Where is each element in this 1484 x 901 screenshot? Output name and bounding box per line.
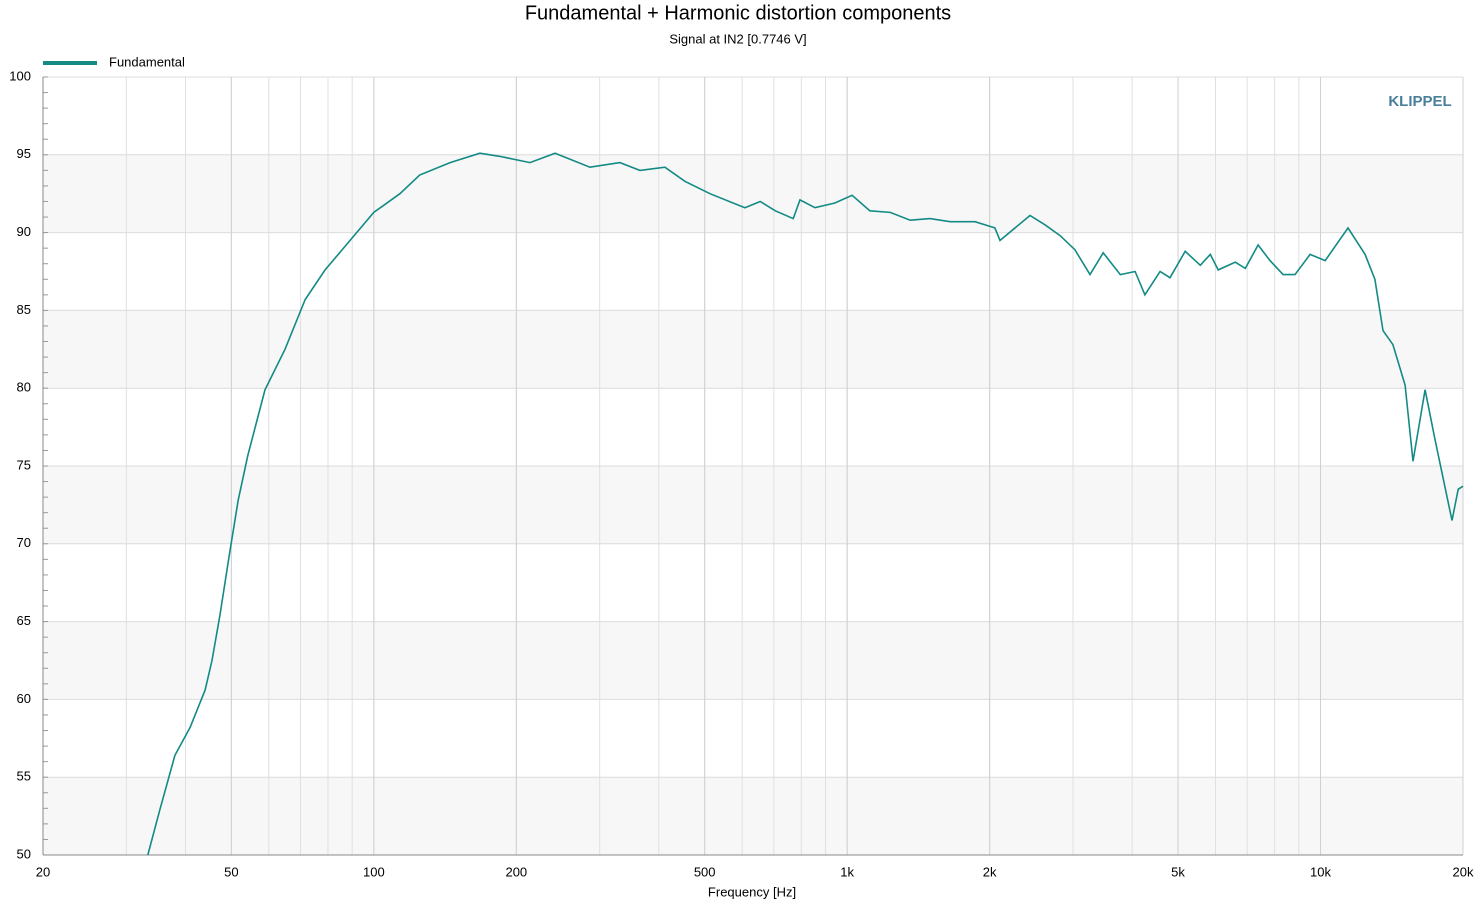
x-tick-label: 20k [1453,864,1474,879]
x-tick-label: 10k [1310,864,1331,879]
y-tick-label: 80 [17,380,31,395]
y-tick-label: 75 [17,457,31,472]
y-tick-label: 70 [17,535,31,550]
grid-band [43,466,1463,544]
x-tick-label: 20 [36,864,50,879]
x-tick-label: 1k [840,864,854,879]
chart-subtitle: Signal at IN2 [0.7746 V] [669,31,806,46]
y-tick-label: 85 [17,302,31,317]
grid-band [43,621,1463,700]
y-tick-label: 90 [17,224,31,239]
y-tick-label: 100 [9,68,31,83]
grid-band [43,154,1463,233]
legend-label: Fundamental [109,54,185,69]
x-tick-label: 50 [224,864,238,879]
x-tick-label: 500 [694,864,716,879]
x-axis-label: Frequency [Hz] [708,884,796,899]
y-tick-label: 50 [17,846,31,861]
y-tick-label: 65 [17,613,31,628]
x-tick-label: 5k [1171,864,1185,879]
y-tick-label: 55 [17,769,31,784]
logo: KLIPPEL [1388,93,1451,110]
x-tick-label: 200 [505,864,527,879]
x-tick-label: 2k [983,864,997,879]
y-tick-label: 60 [17,691,31,706]
data-line [147,152,1464,856]
x-tick-label: 100 [363,864,385,879]
grid-band [43,777,1463,855]
chart-title: Fundamental + Harmonic distortion compon… [525,2,951,24]
y-tick-label: 95 [17,146,31,161]
grid-band [43,310,1463,389]
